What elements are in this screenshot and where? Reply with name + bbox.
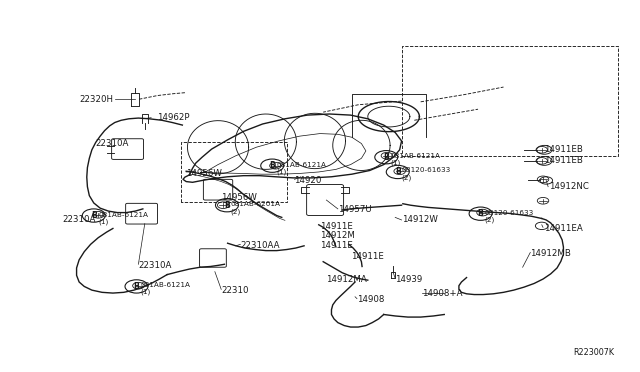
Text: 22310A: 22310A	[96, 139, 129, 148]
Text: 0B120-61633
(2): 0B120-61633 (2)	[401, 167, 451, 181]
Text: B: B	[395, 167, 401, 176]
Text: 0B120-61633
(2): 0B120-61633 (2)	[484, 209, 534, 223]
Text: 14911E: 14911E	[320, 222, 353, 231]
Text: 22310: 22310	[221, 286, 249, 295]
Text: 14912M: 14912M	[320, 231, 355, 240]
Text: 081AB-6201A
(2): 081AB-6201A (2)	[231, 201, 281, 215]
Text: 14956W: 14956W	[221, 193, 257, 202]
Text: 14908+A: 14908+A	[422, 289, 463, 298]
Text: 14911E: 14911E	[320, 241, 353, 250]
Text: 14939: 14939	[395, 275, 422, 283]
Text: 14912MB: 14912MB	[531, 249, 571, 258]
Text: B: B	[134, 282, 140, 291]
Text: B: B	[477, 209, 483, 218]
Text: 22310AA: 22310AA	[241, 241, 280, 250]
Text: 22320H: 22320H	[79, 95, 113, 104]
Text: 14962P: 14962P	[157, 113, 190, 122]
Text: 081AB-6121A
(1): 081AB-6121A (1)	[99, 212, 148, 225]
Text: 14912MA: 14912MA	[326, 275, 367, 283]
Text: 14911EB: 14911EB	[544, 145, 583, 154]
Text: 14912NC: 14912NC	[549, 182, 589, 191]
Text: B: B	[383, 153, 389, 162]
Text: 14911EB: 14911EB	[544, 156, 583, 166]
Text: 22310A: 22310A	[138, 261, 172, 270]
Text: 14911E: 14911E	[351, 252, 383, 262]
Text: R223007K: R223007K	[573, 349, 614, 357]
Text: 14957U: 14957U	[338, 205, 372, 215]
Text: B: B	[269, 161, 275, 170]
Text: 14956W: 14956W	[186, 169, 222, 177]
Text: B: B	[91, 211, 97, 220]
Text: 14911EA: 14911EA	[544, 224, 583, 233]
Text: 14920: 14920	[294, 176, 322, 185]
Text: 081AB-6121A
(1): 081AB-6121A (1)	[390, 153, 440, 166]
Text: 081AB-6121A
(1): 081AB-6121A (1)	[140, 282, 190, 295]
Text: 22310A: 22310A	[62, 215, 96, 224]
Text: 14912W: 14912W	[401, 215, 437, 224]
Text: 081AB-6121A
(1): 081AB-6121A (1)	[276, 161, 326, 175]
Text: B: B	[224, 201, 230, 210]
Text: 14908: 14908	[357, 295, 385, 304]
